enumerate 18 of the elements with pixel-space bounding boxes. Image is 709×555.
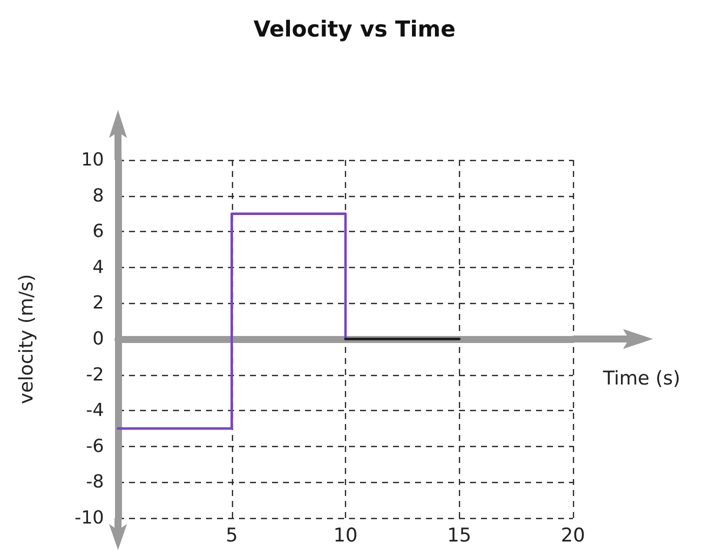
chart-title: Velocity vs Time	[254, 18, 456, 42]
y-tick-label: 2	[92, 292, 104, 314]
y-tick-label: 6	[92, 221, 104, 242]
y-tick-label: 8	[92, 185, 104, 206]
x-tick-label: 5	[226, 524, 238, 546]
y-axis-title: velocity (m/s)	[16, 274, 38, 404]
x-tick-label: 20	[560, 524, 586, 546]
y-tick-label: 4	[92, 256, 104, 278]
y-tick-label: -6	[86, 436, 104, 457]
x-axis-title: Time (s)	[602, 368, 680, 390]
x-tick-label: 15	[447, 524, 472, 546]
y-tick-label: 0	[92, 328, 104, 350]
y-tick-label: -2	[86, 364, 104, 386]
x-tick-label: 10	[333, 524, 358, 546]
y-tick-label: -4	[86, 400, 104, 422]
y-tick-label: -8	[86, 472, 104, 493]
y-tick-label: -10	[74, 508, 104, 528]
y-tick-label: 10	[81, 150, 104, 170]
